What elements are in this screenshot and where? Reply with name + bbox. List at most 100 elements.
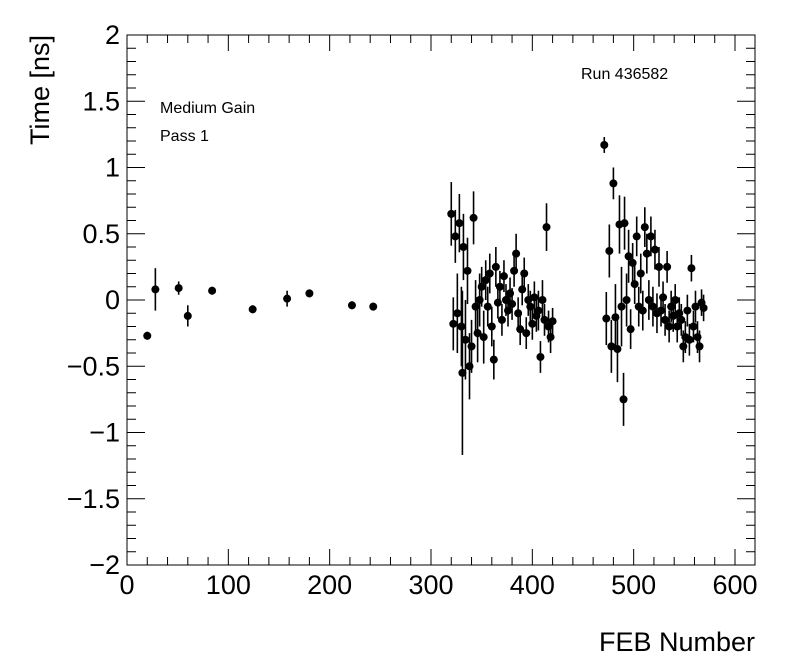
data-point — [542, 223, 551, 232]
data-point — [489, 355, 498, 364]
data-point — [699, 303, 708, 312]
data-point — [607, 342, 616, 351]
data-point — [620, 219, 629, 228]
data-point — [619, 395, 628, 404]
x-tick-label: 100 — [206, 570, 251, 600]
data-point — [465, 362, 474, 371]
y-tick-label: 0.5 — [82, 219, 120, 249]
data-point — [461, 335, 470, 344]
data-point — [459, 243, 468, 251]
data-point — [520, 269, 529, 278]
data-point — [518, 285, 527, 294]
data-point — [449, 319, 458, 328]
data-point — [677, 315, 686, 324]
data-point — [546, 333, 555, 342]
data-point — [483, 302, 492, 311]
data-point — [663, 262, 672, 271]
data-point — [534, 306, 543, 315]
data-point — [538, 296, 547, 304]
x-tick-label: 600 — [712, 570, 757, 600]
data-point — [691, 302, 700, 311]
data-point — [451, 232, 460, 241]
data-point — [642, 249, 651, 258]
data-point — [650, 245, 659, 254]
data-point — [487, 322, 496, 331]
data-point — [646, 232, 655, 241]
data-point — [687, 264, 696, 273]
y-tick-label: 2 — [105, 20, 120, 50]
data-point — [499, 272, 508, 281]
data-point — [530, 293, 539, 302]
data-point — [617, 302, 626, 311]
data-point — [683, 306, 692, 315]
data-point — [636, 269, 645, 278]
data-point — [626, 325, 635, 334]
data-point — [504, 306, 513, 315]
data-point — [524, 296, 533, 304]
data-point — [638, 306, 647, 315]
run-annotation: Run 436582 — [581, 66, 668, 83]
data-point — [661, 315, 670, 324]
data-point — [457, 322, 466, 331]
pass-annotation: Pass 1 — [160, 128, 209, 145]
x-axis-label: FEB Number — [599, 627, 755, 657]
data-point — [506, 289, 515, 298]
data-point — [510, 266, 519, 275]
y-tick-label: −1.5 — [67, 484, 120, 514]
data-point — [679, 342, 688, 351]
data-point — [463, 266, 472, 275]
y-tick-label: 0 — [105, 285, 120, 315]
data-point — [447, 209, 456, 218]
data-point — [624, 252, 633, 261]
data-point — [673, 322, 682, 331]
data-point — [347, 301, 356, 310]
data-point — [632, 232, 641, 241]
data-point — [600, 140, 609, 149]
data-point — [602, 314, 611, 323]
data-point — [665, 322, 674, 331]
data-point — [208, 286, 217, 295]
data-point — [659, 293, 668, 302]
data-point — [609, 179, 618, 188]
data-point — [657, 306, 666, 315]
data-point — [305, 289, 314, 298]
x-tick-label: 300 — [408, 570, 453, 600]
data-point — [248, 305, 257, 314]
data-point — [685, 335, 694, 344]
data-point — [514, 309, 523, 318]
data-point — [458, 368, 467, 377]
data-point — [143, 331, 152, 340]
data-point — [508, 299, 517, 308]
y-tick-label: −0.5 — [67, 351, 120, 381]
gain-annotation: Medium Gain — [160, 100, 255, 117]
data-point — [611, 313, 620, 322]
data-point — [475, 296, 484, 304]
data-point — [501, 296, 510, 304]
data-point — [495, 282, 504, 291]
y-tick-label: 1.5 — [82, 86, 120, 116]
data-point — [283, 294, 292, 303]
data-point — [675, 309, 684, 318]
data-point — [693, 333, 702, 342]
data-point — [522, 329, 531, 338]
y-axis-label: Time [ns] — [25, 35, 55, 145]
data-point — [630, 280, 639, 289]
data-point — [640, 223, 649, 232]
x-tick-label: 200 — [307, 570, 352, 600]
data-point — [671, 296, 680, 304]
data-point — [667, 302, 676, 311]
data-point — [528, 319, 537, 328]
data-point — [648, 302, 657, 311]
data-point — [183, 311, 192, 320]
data-point — [605, 246, 614, 255]
y-tick-label: −1 — [89, 418, 120, 448]
data-point — [369, 302, 378, 311]
data-point — [622, 296, 631, 304]
x-tick-label: 400 — [510, 570, 555, 600]
data-point — [516, 325, 525, 334]
data-point — [695, 342, 704, 351]
data-point — [644, 296, 653, 304]
data-point — [455, 219, 464, 228]
data-point — [526, 302, 535, 311]
